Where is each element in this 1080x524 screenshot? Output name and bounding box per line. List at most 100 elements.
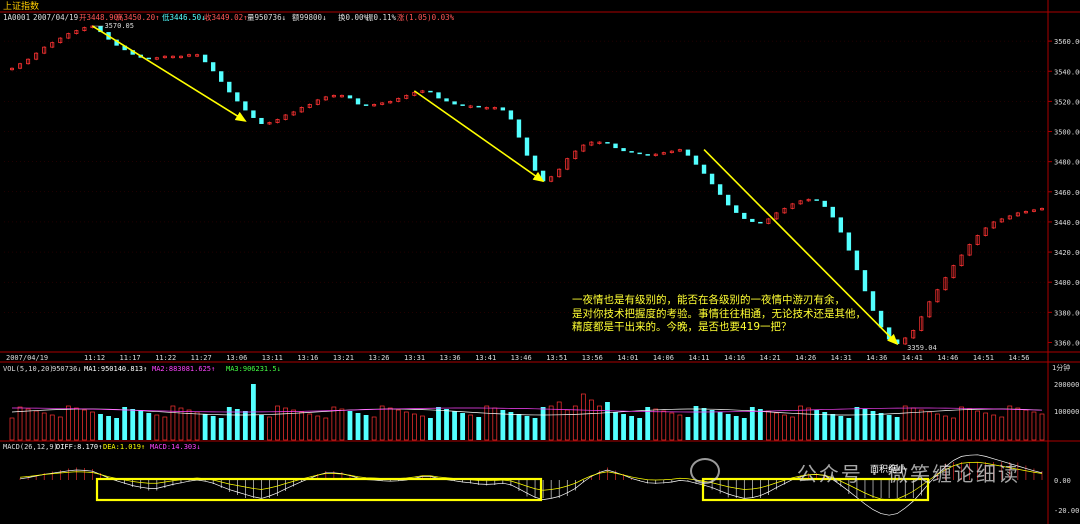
vol-bar-up [9,417,15,441]
vol-bar-up [661,410,667,441]
annotation-text: 一夜情也是有级别的，能否在各级别的一夜情中游刃有余， 是对你技术把握度的考验。事… [572,294,866,333]
candle-up [283,114,288,120]
x-tick-label: 11:22 [155,354,176,362]
x-tick-label: 14:36 [866,354,887,362]
quote-field: 换0.00% [338,12,369,22]
vol-bar-down [146,413,152,440]
vol-bar-up [379,405,385,441]
vol-bar-up [999,416,1005,441]
vol-bar-down [363,415,369,440]
candle-down [629,151,634,153]
candle-up [677,149,682,152]
vol-bar-down [516,414,522,440]
vol-bar-down [741,418,747,440]
x-tick-label: 14:16 [724,354,745,362]
vol-bar-down [476,417,482,440]
candle-up [774,212,779,220]
candle-up [975,235,980,245]
vol-bar-down [540,407,546,440]
x-tick-label: 13:56 [582,354,603,362]
quote-field: 高3450.20↑ [116,12,160,22]
candle-down [259,117,264,124]
vol-bar-up [33,410,39,441]
vol-bar-up [484,405,490,441]
candle-up [790,203,795,209]
candle-down [758,221,763,224]
candle-down [742,212,747,219]
candle-up [404,94,409,99]
vol-bar-up [82,409,87,441]
candle-down [854,250,860,271]
candle-up [267,122,272,125]
candle-up [782,207,787,214]
highlight-box [701,477,930,502]
vol-ma2-line [11,407,1043,413]
candle-up [991,221,996,229]
vol-bar-down [242,411,248,440]
candle-up [967,244,972,256]
x-tick-label: 13:36 [440,354,461,362]
vol-bar-up [935,413,940,441]
candle-down [613,143,618,149]
x-tick-label: 13:26 [368,354,389,362]
vol-bar-down [846,418,852,440]
x-tick-label: 13:31 [404,354,425,362]
vol-bar-down [500,410,506,440]
quote-field: 2007/04/19 [33,13,78,22]
vol-bar-up [1039,413,1045,441]
candle-down [251,110,256,118]
vol-bar-up [669,412,675,441]
vol-bar-down [122,407,128,440]
vol-bar-down [106,416,111,440]
y-tick-label: 3440.00 [1054,219,1080,227]
candle-up [396,97,401,102]
candle-up [18,63,23,69]
window-title: 上证指数 [3,0,39,12]
vol-bar-up [959,406,964,441]
candle-up [372,104,377,107]
x-tick-label: 13:16 [297,354,318,362]
vol-bar-down [733,416,739,440]
candle-up [331,94,336,98]
macd-dif-line [19,454,1043,516]
candle-up [9,67,14,71]
candle-down [717,184,723,195]
x-tick-label: 11:17 [120,354,141,362]
vol-bar-up [653,408,659,441]
candle-down [130,50,135,55]
vol-tick-label: 200000 [1054,381,1079,389]
x-tick-label: 14:11 [688,354,709,362]
x-tick-label: 13:46 [511,354,532,362]
macd-dea: DEA:1.019↑ [103,443,145,451]
vol-bar-up [597,405,602,441]
vol-bar-down [210,416,216,440]
candle-up [420,90,425,93]
quote-field: 收3449.02↑ [204,12,248,22]
vol-bar-up [798,405,803,441]
vol-bar-up [902,405,908,441]
candle-down [436,92,441,99]
candle-down [532,155,538,171]
candle-up [1040,207,1045,211]
vol-bar-up [951,417,956,441]
x-tick-label: 11:27 [191,354,212,362]
candle-down [516,119,522,138]
candle-up [1015,212,1020,217]
vol-bar-down [130,409,136,440]
vol-bar-up [403,411,409,441]
y-tick-label: 3560.00 [1054,38,1080,46]
candle-down [452,101,457,105]
vol-bar-up [589,399,594,441]
candle-up [187,54,192,57]
trend-arrow [703,149,899,346]
vol-bar-up [1015,407,1021,441]
candle-up [798,200,803,205]
candle-down [235,92,240,102]
candle-down [605,142,610,144]
vol-bar-up [790,416,795,441]
vol-bar-down [114,418,120,440]
zoom-out-button[interactable]: 面积缩小 [870,465,907,475]
candle-down [444,98,449,102]
candle-down [476,105,481,108]
vol-bar-down [717,412,723,440]
